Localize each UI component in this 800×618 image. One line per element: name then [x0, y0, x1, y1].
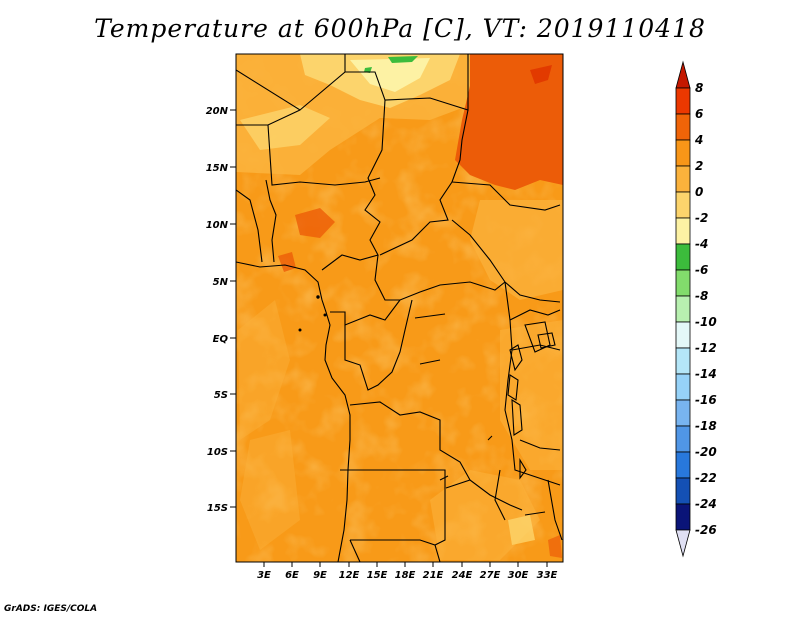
footer-credit: GrADS: IGES/COLA [4, 604, 98, 614]
map-frame [235, 53, 564, 563]
svg-text:27E: 27E [480, 570, 501, 581]
colorbar-segment [675, 113, 691, 141]
svg-text:18E: 18E [395, 570, 416, 581]
svg-text:10N: 10N [206, 220, 229, 231]
lat-tick-15s: 15S [207, 503, 236, 514]
colorbar-bottom-arrow [675, 529, 691, 558]
colorbar-segment [675, 477, 691, 505]
colorbar-label: 6 [695, 107, 703, 121]
colorbar-segment [675, 139, 691, 167]
lon-tick-18e: 18E [395, 562, 416, 581]
lat-tick-5n: 5N [213, 277, 236, 288]
svg-text:33E: 33E [537, 570, 558, 581]
svg-text:5N: 5N [213, 277, 229, 288]
colorbar-segment [675, 425, 691, 453]
lat-tick-20n: 20N [206, 106, 236, 117]
svg-text:15E: 15E [367, 570, 388, 581]
colorbar-segment [675, 399, 691, 427]
colorbar-segment [675, 269, 691, 297]
chart-title: Temperature at 600hPa [C], VT: 201911041… [94, 14, 706, 43]
country-boundaries [236, 54, 563, 562]
colorbar-label: 4 [694, 133, 703, 147]
colorbar-segment [675, 451, 691, 479]
svg-text:3E: 3E [257, 570, 271, 581]
lon-tick-27e: 27E [480, 562, 501, 581]
field-cool-sw [240, 430, 300, 550]
field-pale-south [508, 515, 535, 545]
colorbar-segment [675, 503, 691, 531]
temperature-field [236, 54, 563, 562]
colorbar-label: -8 [695, 289, 708, 303]
lon-tick-30e: 30E [508, 562, 529, 581]
colorbar-segment [675, 373, 691, 401]
colorbar-label: -26 [695, 523, 717, 537]
field-hot-core [530, 65, 552, 84]
svg-text:6E: 6E [285, 570, 299, 581]
lon-tick-9e: 9E [313, 562, 327, 581]
svg-text:10S: 10S [207, 447, 228, 458]
coast-details [298, 295, 546, 516]
colorbar-label: 2 [695, 159, 703, 173]
field-hot-ne [455, 54, 563, 190]
colorbar-segment [675, 191, 691, 219]
colorbar-top-arrow [675, 60, 691, 89]
field-cool-east [470, 200, 563, 300]
svg-text:5S: 5S [214, 390, 228, 401]
svg-text:20N: 20N [206, 106, 229, 117]
field-top-pale [350, 58, 430, 92]
colorbar-label: 0 [695, 185, 703, 199]
colorbar-label: -10 [695, 315, 717, 329]
field-hot-patch1 [295, 208, 335, 238]
colorbar-segment [675, 217, 691, 245]
field-patch-cool1 [240, 105, 330, 150]
svg-text:24E: 24E [452, 570, 473, 581]
colorbar-segment [675, 295, 691, 323]
colorbar-segment [675, 243, 691, 271]
lon-tick-3e: 3E [257, 562, 271, 581]
field-hot-patch3 [548, 535, 562, 558]
coastline-west [236, 261, 351, 562]
svg-text:15N: 15N [206, 163, 229, 174]
colorbar-label: -6 [695, 263, 708, 277]
field-cool-east2 [500, 320, 563, 470]
lon-tick-24e: 24E [452, 562, 473, 581]
colorbar: 8 6 4 2 0 -2 -4 -6 -8 -10 -12 -14 -16 -18 -20 -22 -24 -26 [675, 60, 717, 558]
lat-tick-eq: EQ [213, 334, 236, 345]
lat-tick-5s: 5S [214, 390, 236, 401]
lat-tick-15n: 15N [206, 163, 236, 174]
colorbar-segment [675, 321, 691, 349]
field-top-green [388, 56, 418, 63]
colorbar-label: -14 [695, 367, 717, 381]
colorbar-segment [675, 87, 691, 115]
lat-tick-10s: 10S [207, 447, 236, 458]
colorbar-segment [675, 165, 691, 193]
colorbar-label: -2 [695, 211, 708, 225]
colorbar-label: -18 [695, 419, 717, 433]
colorbar-label: 8 [695, 81, 703, 95]
svg-text:EQ: EQ [213, 334, 229, 345]
colorbar-label: -24 [695, 497, 717, 511]
svg-text:30E: 30E [508, 570, 529, 581]
lon-tick-33e: 33E [537, 562, 558, 581]
colorbar-label: -20 [695, 445, 717, 459]
colorbar-label: -4 [695, 237, 708, 251]
lon-axis: 3E 6E 9E 12E 15E 18E 21E 24E 27E 30E 33E [257, 562, 558, 581]
lon-tick-15e: 15E [367, 562, 388, 581]
colorbar-label: -16 [695, 393, 717, 407]
lon-tick-21e: 21E [423, 562, 444, 581]
colorbar-label: -12 [695, 341, 717, 355]
colorbar-segment [675, 347, 691, 375]
svg-text:9E: 9E [313, 570, 327, 581]
svg-text:21E: 21E [423, 570, 444, 581]
lon-tick-6e: 6E [285, 562, 299, 581]
colorbar-label: -22 [695, 471, 717, 485]
lat-axis: 20N 15N 10N 5N EQ 5S 10S 15S [206, 106, 236, 514]
lon-tick-12e: 12E [339, 562, 360, 581]
svg-text:15S: 15S [207, 503, 228, 514]
lat-tick-10n: 10N [206, 220, 236, 231]
svg-text:12E: 12E [339, 570, 360, 581]
field-cool-west [238, 300, 290, 440]
